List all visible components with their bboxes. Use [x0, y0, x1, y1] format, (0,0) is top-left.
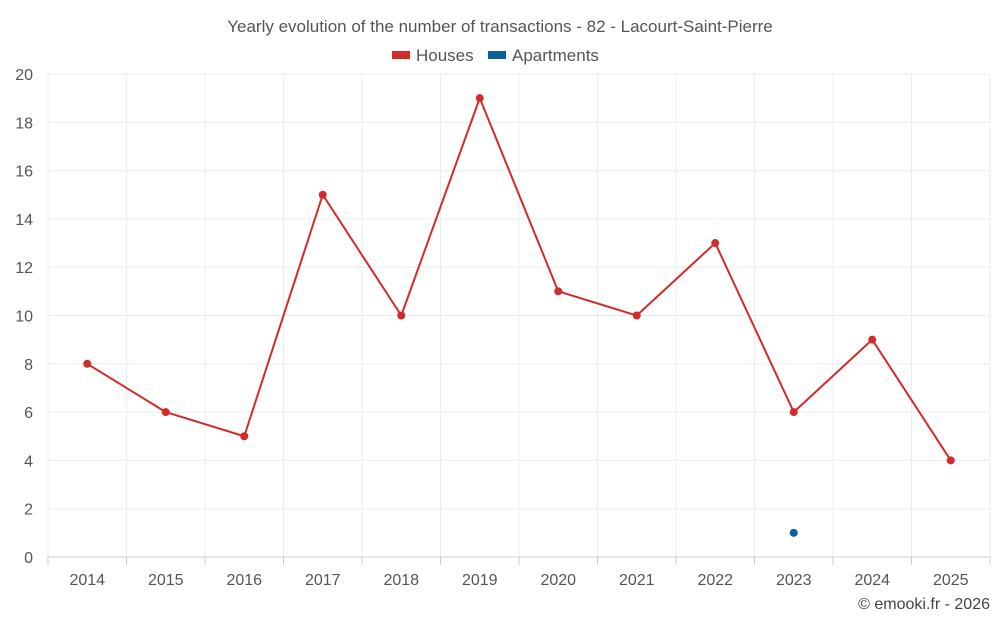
data-point-houses-2024[interactable] — [868, 335, 877, 344]
grid — [47, 73, 991, 557]
y-tick-label: 10 — [15, 309, 33, 326]
legend-swatch-houses — [392, 51, 410, 59]
y-tick-label: 2 — [24, 502, 33, 519]
x-tick-label: 2022 — [697, 572, 733, 589]
x-tick-label: 2023 — [776, 572, 812, 589]
x-tick-label: 2025 — [933, 572, 969, 589]
y-tick-label: 6 — [24, 405, 33, 422]
x-tick-label: 2015 — [148, 572, 184, 589]
x-tick-label: 2018 — [383, 572, 419, 589]
x-tick-label: 2017 — [305, 572, 341, 589]
x-tick-label: 2016 — [226, 572, 262, 589]
series-houses — [83, 94, 955, 465]
data-point-houses-2015[interactable] — [161, 408, 170, 417]
legend: Houses Apartments — [392, 46, 599, 65]
chart-title: Yearly evolution of the number of transa… — [227, 17, 773, 36]
x-tick-label: 2021 — [619, 572, 655, 589]
y-tick-label: 12 — [15, 260, 33, 277]
data-point-apartments-2023[interactable] — [789, 528, 798, 537]
y-tick-label: 20 — [15, 67, 33, 84]
x-tick-label: 2014 — [69, 572, 105, 589]
legend-swatch-apartments — [488, 51, 506, 59]
series-line-houses — [86, 97, 952, 461]
legend-item-houses[interactable]: Houses — [392, 46, 474, 65]
legend-label-houses: Houses — [416, 46, 474, 65]
credit-text: © emooki.fr - 2026 — [858, 596, 990, 613]
data-point-houses-2023[interactable] — [789, 408, 798, 417]
data-point-houses-2016[interactable] — [240, 432, 249, 441]
legend-item-apartments[interactable]: Apartments — [488, 46, 599, 65]
y-tick-label: 0 — [24, 550, 33, 567]
x-tick-label: 2019 — [462, 572, 498, 589]
data-point-houses-2019[interactable] — [475, 94, 484, 103]
x-tick-label: 2020 — [540, 572, 576, 589]
data-point-houses-2018[interactable] — [397, 311, 406, 320]
data-point-houses-2022[interactable] — [711, 239, 720, 248]
data-point-houses-2014[interactable] — [83, 359, 92, 368]
y-tick-label: 8 — [24, 357, 33, 374]
data-point-houses-2021[interactable] — [632, 311, 641, 320]
legend-label-apartments: Apartments — [512, 46, 599, 65]
y-tick-label: 18 — [15, 115, 33, 132]
axes: 0 2 4 6 8 10 12 14 16 18 20 2014 2015 2016 2017 2018 201… — [15, 67, 991, 589]
series-apartments — [789, 528, 798, 537]
series-layer — [83, 94, 955, 537]
y-tick-label: 4 — [24, 453, 33, 470]
data-point-houses-2025[interactable] — [946, 456, 955, 465]
y-tick-label: 14 — [15, 212, 33, 229]
y-tick-label: 16 — [15, 164, 33, 181]
data-point-houses-2017[interactable] — [318, 190, 327, 199]
data-point-houses-2020[interactable] — [554, 287, 563, 296]
x-tick-label: 2024 — [854, 572, 890, 589]
